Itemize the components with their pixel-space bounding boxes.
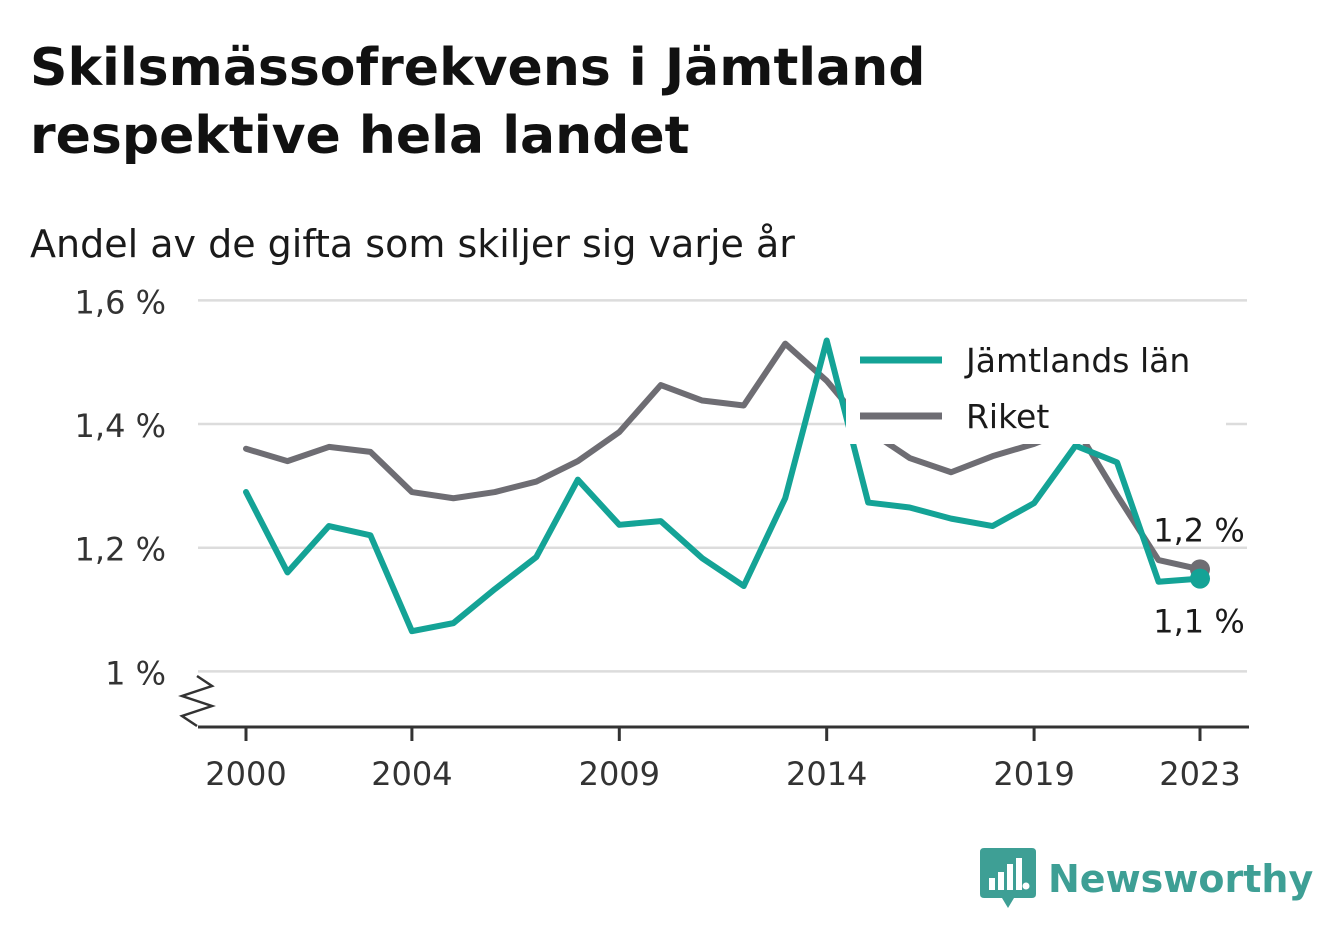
series-line [243,337,1203,635]
chart-subtitle: Andel av de gifta som skiljer sig varje … [30,222,795,266]
legend-background [846,332,1226,444]
end-labels: 1,1 % 1,2 % [1153,511,1244,640]
x-tick-label: 2009 [579,755,660,793]
axis-break-icon [178,674,216,728]
brand-logo: Newsworthy [980,848,1313,910]
y-tick-label: 1,6 % [75,283,166,321]
y-tick-label: 1,2 % [75,531,166,569]
y-tick-label: 1 % [105,654,166,692]
legend: Jämtlands län Riket [846,332,1226,444]
legend-label: Jämtlands län [964,341,1190,380]
series-endpoint [1190,568,1210,589]
axes: 1 % 1,2 % 1,4 % 1,6 % 2000 2004 2009 2014 2019 20… [75,283,1249,793]
end-label: 1,2 % [1153,511,1244,549]
legend-label: Riket [966,397,1049,436]
x-tick-label: 2000 [205,755,286,793]
x-tick-label: 2004 [371,755,452,793]
chart-title: Skilsmässofrekvens i Jämtland respektive… [30,38,926,166]
bar-chart-badge-icon [980,848,1036,908]
x-tick-label: 2019 [993,755,1074,793]
end-label: 1,1 % [1153,603,1244,641]
x-tick-label: 2014 [786,755,867,793]
y-tick-label: 1,4 % [75,407,166,445]
brand-name: Newsworthy [1048,857,1314,901]
x-tick-label: 2023 [1159,755,1240,793]
